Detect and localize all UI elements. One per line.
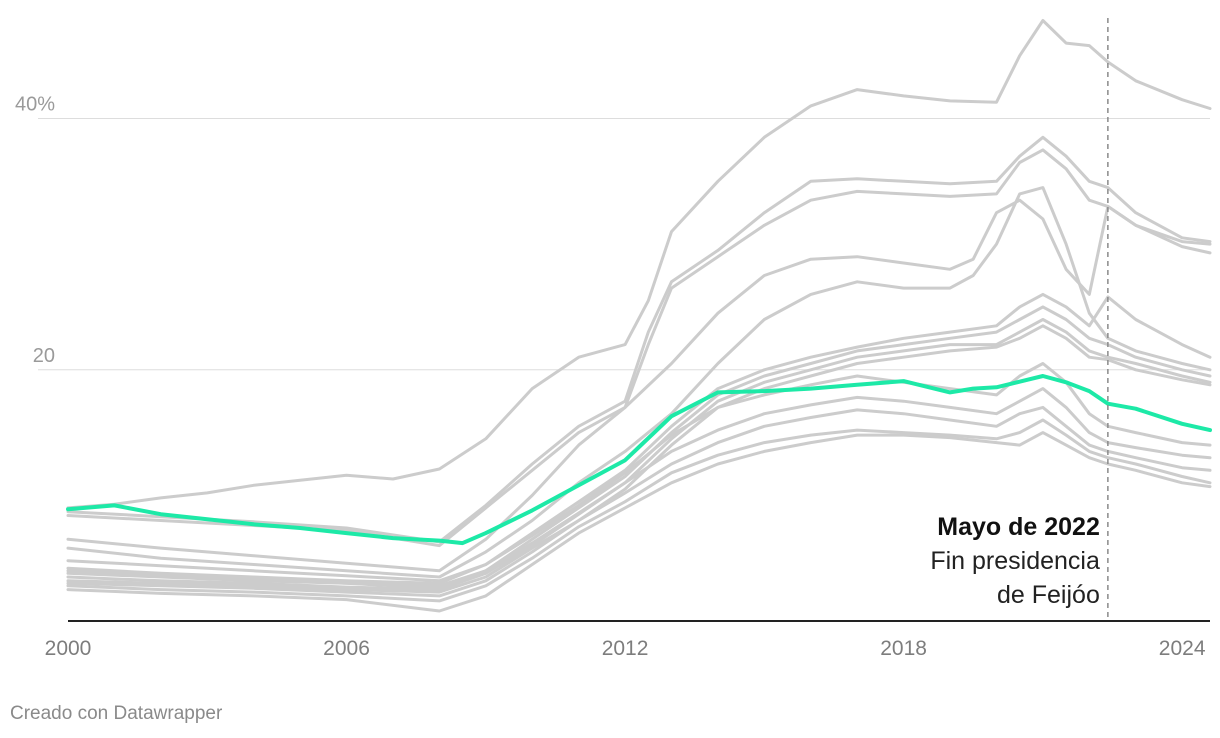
y-tick-label: 40% (15, 94, 55, 116)
y-tick-label: 20 (33, 345, 55, 367)
credit-text: Creado con Datawrapper (10, 703, 222, 725)
series-line-2 (68, 137, 1210, 542)
line-chart: 20 40% Mayo de 2022 Fin presidencia de Fe… (0, 0, 1220, 690)
x-axis-ticks: 2000 2006 2012 2018 2024 (45, 637, 1206, 660)
annotation-line-1: Fin presidencia (930, 547, 1100, 575)
x-tick-label: 2006 (323, 637, 370, 660)
annotation-line-2: de Feijóo (997, 581, 1100, 609)
x-tick-label: 2024 (1159, 637, 1206, 660)
x-tick-label: 2012 (602, 637, 649, 660)
x-tick-label: 2000 (45, 637, 92, 660)
x-tick-label: 2018 (880, 637, 927, 660)
y-axis-ticks: 20 40% (15, 94, 55, 367)
annotation-title: Mayo de 2022 (937, 513, 1100, 541)
